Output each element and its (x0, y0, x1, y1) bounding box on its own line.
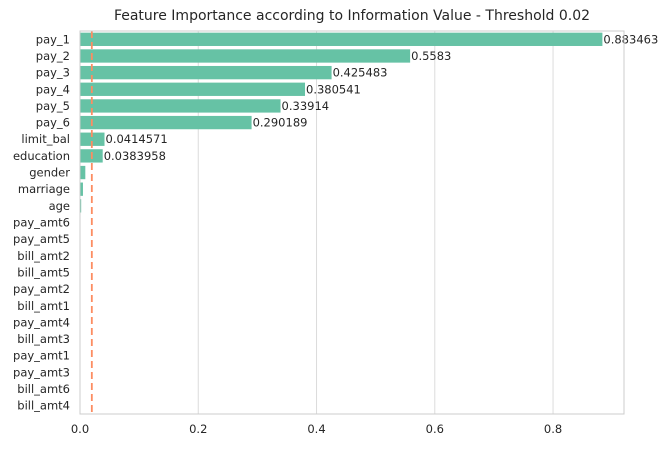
bar (80, 82, 306, 96)
data-label: 0.425483 (333, 66, 388, 80)
y-tick-label: pay_6 (36, 116, 70, 130)
y-tick-label: gender (29, 166, 70, 180)
x-tick-labels: 0.0 0.2 0.4 0.6 0.8 (71, 422, 562, 436)
bars (80, 32, 603, 413)
y-tick-label: pay_3 (36, 66, 70, 80)
data-label: 0.380541 (306, 82, 361, 96)
bar (80, 65, 332, 80)
y-tick-label: bill_amt3 (17, 332, 70, 346)
y-tick-label: education (13, 149, 70, 163)
bar (80, 32, 603, 46)
y-tick-label: limit_bal (21, 132, 70, 146)
bar (80, 182, 83, 196)
y-tick-label: age (49, 199, 70, 213)
y-tick-label: bill_amt6 (17, 382, 70, 396)
y-tick-label: pay_amt6 (13, 216, 70, 230)
data-label: 0.883463 (603, 32, 658, 46)
y-tick-label: bill_amt5 (17, 265, 70, 279)
x-tick-label: 0.2 (189, 422, 207, 436)
y-tick-label: pay_amt2 (13, 282, 70, 296)
bar (80, 165, 86, 180)
y-tick-label: bill_amt4 (17, 399, 70, 413)
y-tick-label: pay_amt3 (13, 365, 70, 379)
y-tick-label: pay_amt1 (13, 349, 70, 363)
y-tick-label: pay_1 (36, 32, 70, 46)
x-tick-label: 0.0 (71, 422, 89, 436)
y-tick-label: pay_4 (36, 82, 70, 96)
y-tick-label: pay_amt4 (13, 315, 70, 329)
data-label: 0.33914 (282, 99, 330, 113)
y-tick-labels: pay_1 pay_2 pay_3 pay_4 pay_5 pay_6 limit_bale… (13, 32, 70, 412)
plot-border (79, 30, 625, 415)
y-tick-label: marriage (18, 182, 70, 196)
bar (80, 49, 411, 63)
bar (80, 132, 105, 146)
x-tick-label: 0.6 (426, 422, 444, 436)
y-tick-label: pay_amt5 (13, 232, 70, 246)
data-label: 0.5583 (411, 49, 451, 63)
data-labels: 0.883463 0.5583 0.425483 0.380541 0.33914 0.2… (104, 32, 659, 163)
bar (80, 199, 82, 213)
y-tick-label: bill_amt2 (17, 249, 70, 263)
x-tick-label: 0.8 (544, 422, 562, 436)
bar (80, 99, 281, 113)
x-tick-label: 0.4 (307, 422, 325, 436)
axes-frame (79, 30, 625, 415)
data-label: 0.0414571 (106, 132, 168, 146)
y-tick-label: pay_5 (36, 99, 70, 113)
bar (80, 115, 252, 130)
data-label: 0.290189 (253, 116, 308, 130)
y-tick-label: bill_amt1 (17, 299, 70, 313)
chart-title: Feature Importance according to Informat… (114, 8, 590, 24)
y-tick-label: pay_2 (36, 49, 70, 63)
data-label: 0.0383958 (104, 149, 166, 163)
